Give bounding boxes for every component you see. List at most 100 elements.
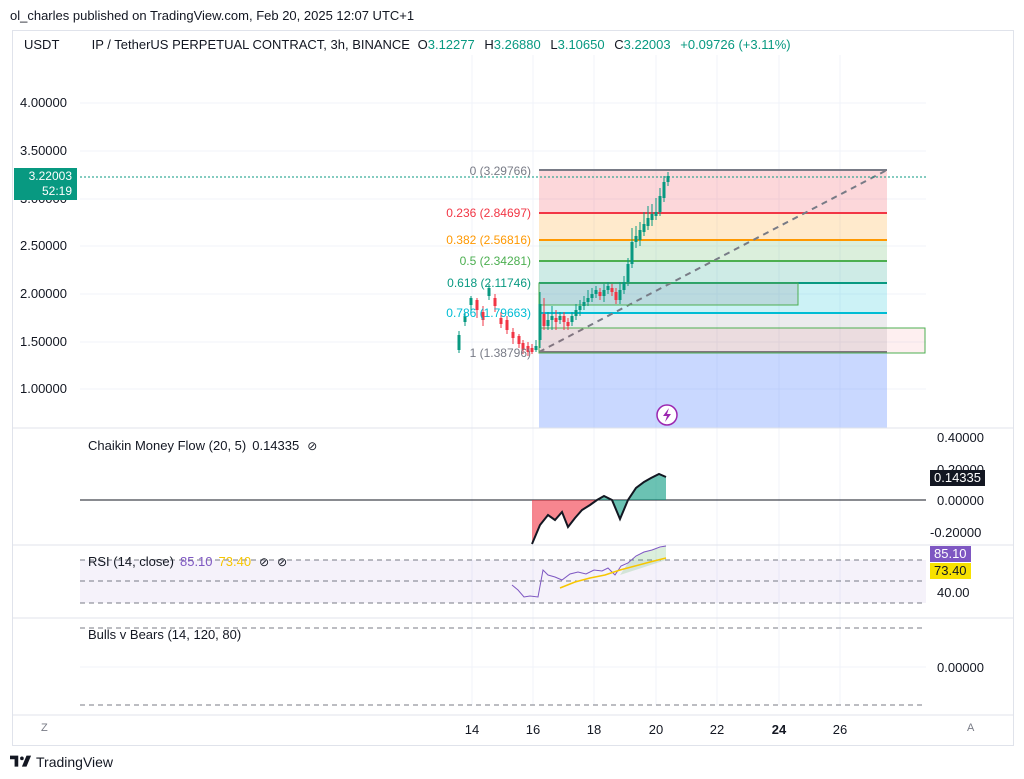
bvb-legend[interactable]: Bulls v Bears (14, 120, 80) bbox=[88, 627, 241, 642]
rsi-axis-label: 40.00 bbox=[937, 585, 970, 600]
visibility-off-icon[interactable]: ⊘ bbox=[259, 555, 270, 569]
time-axis-label: 16 bbox=[525, 722, 541, 737]
candle-body bbox=[606, 286, 610, 290]
time-axis-label: 20 bbox=[648, 722, 664, 737]
currency-label[interactable]: USDT bbox=[24, 37, 60, 52]
fib-label-0: 0 (3.29766) bbox=[470, 164, 531, 178]
close-value: 3.22003 bbox=[623, 37, 671, 52]
candle-body bbox=[517, 336, 521, 344]
bvb-axis-label: 0.00000 bbox=[937, 660, 984, 675]
rsi-title: RSI (14, close) bbox=[88, 554, 174, 569]
chart-frame[interactable] bbox=[12, 30, 1014, 746]
rsi-levels bbox=[80, 559, 926, 604]
high-key: H bbox=[484, 37, 494, 52]
candle-body bbox=[521, 343, 525, 350]
candle-body bbox=[534, 346, 538, 350]
publish-header: ol_charles published on TradingView.com,… bbox=[0, 0, 1024, 30]
candle-body bbox=[622, 282, 626, 290]
symbol-title[interactable]: IP / TetherUS PERPETUAL CONTRACT, 3h, BI… bbox=[91, 37, 410, 52]
bvb-levels bbox=[80, 627, 926, 706]
candle-body bbox=[457, 335, 461, 350]
candle-body bbox=[469, 298, 473, 305]
low-value: 3.10650 bbox=[557, 37, 605, 52]
rsi-value-tag: 85.10 bbox=[930, 546, 971, 562]
symbol-quote-bar: USDT IP / TetherUS PERPETUAL CONTRACT, 3… bbox=[24, 37, 797, 52]
rsi-legend[interactable]: RSI (14, close) 85.10 73.40 ⊘ ⊘ bbox=[88, 554, 287, 569]
candle-body bbox=[493, 298, 497, 306]
price-grid bbox=[80, 55, 926, 705]
time-axis-label: 14 bbox=[464, 722, 480, 737]
low-key: L bbox=[550, 37, 558, 52]
candle-body bbox=[499, 318, 503, 324]
candlestick-series bbox=[457, 172, 670, 356]
change-value: +0.09726 (+3.11%) bbox=[680, 37, 791, 52]
candle-body bbox=[570, 316, 574, 322]
candle-body bbox=[481, 312, 485, 320]
candle-body bbox=[566, 322, 570, 326]
fib-label-1: 1 (1.38796) bbox=[470, 346, 531, 360]
fib-label-0786: 0.786 (1.79663) bbox=[446, 306, 531, 320]
cmf-legend[interactable]: Chaikin Money Flow (20, 5) 0.14335 ⊘ bbox=[88, 438, 317, 453]
price-axis-label: 4.00000 bbox=[20, 95, 67, 110]
cmf-title: Chaikin Money Flow (20, 5) bbox=[88, 438, 247, 453]
pane-separators bbox=[12, 427, 1014, 716]
candle-body bbox=[542, 314, 546, 326]
candle-body bbox=[626, 264, 630, 282]
fib-labels: 0 (3.29766) 0.236 (2.84697) 0.382 (2.568… bbox=[446, 164, 531, 360]
event-marker-icon[interactable] bbox=[656, 404, 678, 426]
cmf-axis-label: -0.20000 bbox=[930, 525, 982, 540]
bar-countdown: 52:19 bbox=[41, 184, 72, 198]
price-axis-label: 2.00000 bbox=[20, 286, 67, 301]
price-axis-label: 3.50000 bbox=[20, 143, 67, 158]
candle-body bbox=[598, 292, 602, 296]
candle-body bbox=[610, 288, 614, 292]
publish-info: ol_charles published on TradingView.com,… bbox=[10, 8, 415, 23]
current-price-tag: 3.22003 52:19 bbox=[14, 168, 77, 200]
candle-body bbox=[526, 346, 530, 352]
candle-body bbox=[487, 288, 491, 296]
time-axis-label-month: 24 bbox=[771, 722, 787, 737]
candle-body bbox=[475, 300, 479, 310]
rsi-ma-value: 73.40 bbox=[218, 554, 252, 569]
cmf-line bbox=[531, 472, 667, 545]
zone-rectangle[interactable] bbox=[538, 282, 799, 306]
candle-body bbox=[505, 320, 509, 330]
candle-body bbox=[538, 304, 542, 340]
candle-body bbox=[630, 242, 634, 264]
time-axis-label: 26 bbox=[832, 722, 848, 737]
candle-body bbox=[586, 298, 590, 302]
candle-body bbox=[662, 182, 666, 198]
candle-body bbox=[634, 236, 638, 242]
open-key: O bbox=[417, 37, 428, 52]
zone-rectangle-lower[interactable] bbox=[538, 327, 926, 354]
fib-label-0382: 0.382 (2.56816) bbox=[446, 233, 531, 247]
visibility-off-icon[interactable]: ⊘ bbox=[277, 555, 288, 569]
rsi-line bbox=[511, 545, 667, 598]
rsi-overbought-fill bbox=[620, 546, 666, 575]
time-axis-auto-toggle[interactable]: A bbox=[967, 722, 975, 734]
candle-body bbox=[550, 316, 554, 320]
candle-body bbox=[574, 310, 578, 316]
candle-body bbox=[666, 176, 670, 182]
footer-brand[interactable]: TradingView bbox=[10, 752, 113, 772]
candle-body bbox=[642, 224, 646, 232]
tradingview-logo-icon bbox=[10, 755, 32, 767]
fib-label-0618: 0.618 (2.11746) bbox=[447, 276, 531, 290]
candle-body bbox=[654, 212, 658, 216]
cmf-axis-label: 0.00000 bbox=[937, 493, 984, 508]
cmf-value: 0.14335 bbox=[252, 438, 300, 453]
candle-body bbox=[614, 292, 618, 300]
candle-body bbox=[658, 196, 662, 212]
candle-body bbox=[646, 218, 650, 226]
price-axis-label: 2.50000 bbox=[20, 238, 67, 253]
time-axis-label: 22 bbox=[709, 722, 725, 737]
price-axis-label: 1.50000 bbox=[20, 334, 67, 349]
candle-body bbox=[602, 290, 606, 296]
time-axis-label: 18 bbox=[586, 722, 602, 737]
fib-label-05: 0.5 (2.34281) bbox=[460, 254, 531, 268]
fib-label-0236: 0.236 (2.84697) bbox=[446, 206, 531, 220]
candle-body bbox=[546, 320, 550, 326]
time-axis-left-toggle[interactable]: Z bbox=[41, 722, 48, 734]
visibility-off-icon[interactable]: ⊘ bbox=[307, 439, 318, 453]
